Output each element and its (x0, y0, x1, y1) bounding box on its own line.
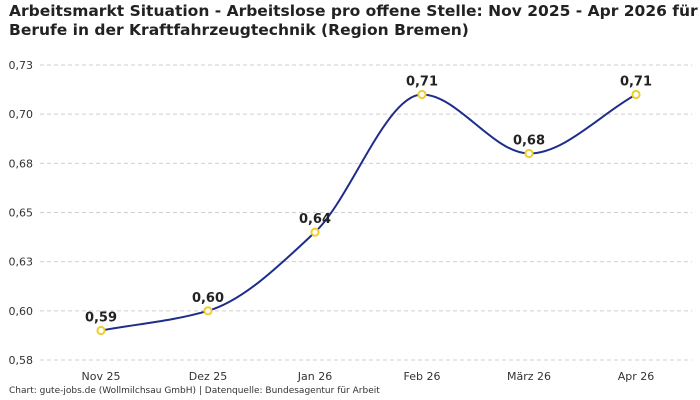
x-tick-label: März 26 (507, 370, 551, 383)
data-label: 0,59 (85, 311, 117, 326)
data-point (203, 306, 213, 316)
data-label: 0,64 (299, 212, 331, 227)
y-tick-label: 0,60 (9, 305, 34, 318)
x-axis-ticks: Nov 25 Dez 25 Jan 26 Feb 26 März 26 Apr 26 (82, 370, 655, 383)
data-point (524, 148, 534, 159)
data-point (631, 89, 641, 100)
y-tick-label: 0,73 (9, 59, 34, 72)
x-tick-label: Apr 26 (618, 370, 655, 383)
y-tick-label: 0,65 (9, 207, 34, 220)
y-tick-label: 0,58 (9, 354, 34, 367)
y-tick-label: 0,63 (9, 256, 34, 269)
data-points (96, 89, 641, 336)
data-label: 0,68 (513, 134, 545, 149)
chart-footer: Chart: gute-jobs.de (Wollmilchsau GmbH) … (9, 386, 380, 396)
x-tick-label: Dez 25 (189, 370, 228, 383)
chart-title-line-1: Arbeitsmarkt Situation - Arbeitslose pro… (9, 2, 698, 20)
x-tick-label: Jan 26 (297, 370, 332, 383)
y-axis-ticks: 0,58 0,60 0,63 0,65 0,68 0,70 0,73 (9, 59, 34, 367)
data-label: 0,71 (620, 75, 652, 90)
chart-title: Arbeitsmarkt Situation - Arbeitslose pro… (9, 2, 699, 40)
x-tick-label: Feb 26 (404, 370, 441, 383)
data-point (96, 325, 106, 336)
data-point (417, 89, 427, 100)
data-label: 0,60 (192, 291, 224, 306)
y-tick-label: 0,68 (9, 157, 34, 170)
data-point (310, 227, 320, 237)
chart-title-line-2: Berufe in der Kraftfahrzeugtechnik (Regi… (9, 21, 469, 39)
data-labels: 0,59 0,60 0,64 0,71 0,68 0,71 (85, 75, 652, 326)
grid-lines (40, 64, 692, 361)
x-tick-label: Nov 25 (82, 370, 121, 383)
data-label: 0,71 (406, 75, 438, 90)
y-tick-label: 0,70 (9, 108, 34, 121)
